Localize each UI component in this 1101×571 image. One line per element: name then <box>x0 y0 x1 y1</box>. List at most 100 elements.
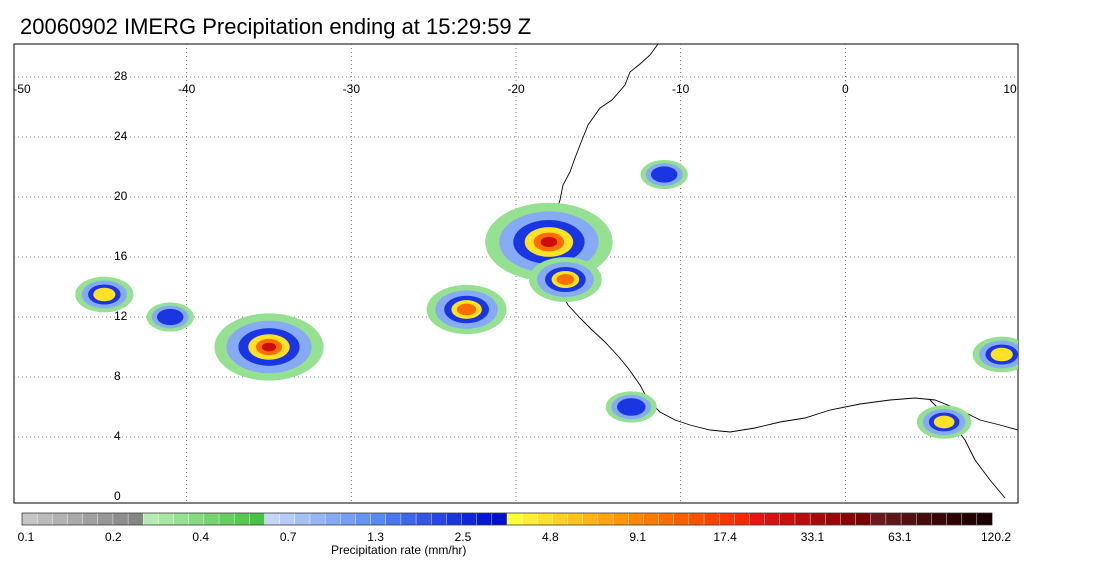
latitude-label: 28 <box>114 69 128 83</box>
precipitation-cell <box>214 313 324 381</box>
colorbar-title: Precipitation rate (mm/hr) <box>331 543 467 557</box>
colorbar-swatch <box>21 512 38 526</box>
precipitation-cell <box>640 159 688 190</box>
colorbar-swatch <box>324 512 341 526</box>
rain-contour <box>93 287 116 302</box>
colorbar-tick-label: 120.2 <box>980 530 1012 544</box>
colorbar-swatch <box>764 512 781 526</box>
colorbar-swatch <box>400 512 417 526</box>
colorbar-swatch <box>446 512 463 526</box>
colorbar-swatch <box>688 512 705 526</box>
colorbar-swatch <box>673 512 690 526</box>
precipitation-cell <box>916 405 972 439</box>
colorbar-swatch <box>703 512 720 526</box>
colorbar-swatch <box>809 512 826 526</box>
precipitation-cell <box>146 302 194 332</box>
colorbar-swatch <box>855 512 872 526</box>
colorbar-swatch <box>612 512 629 526</box>
colorbar-swatch <box>643 512 660 526</box>
colorbar-swatch <box>506 512 523 526</box>
africa-coastline <box>544 44 1018 433</box>
colorbar-swatch <box>158 512 175 526</box>
latitude-label: 20 <box>114 189 128 203</box>
colorbar-swatch <box>825 512 841 526</box>
colorbar-swatch <box>582 512 599 526</box>
latitude-label: 24 <box>114 129 128 143</box>
colorbar-tick-label: 17.4 <box>713 530 737 544</box>
precipitation-cell <box>426 284 507 335</box>
latitude-label: 12 <box>114 309 128 323</box>
colorbar-swatch <box>264 512 281 526</box>
colorbar-swatch <box>885 512 902 526</box>
colorbar-swatch <box>294 512 311 526</box>
colorbar-swatch <box>415 512 432 526</box>
colorbar-tick-label: 2.5 <box>454 530 472 544</box>
colorbar-tick-label: 1.3 <box>367 530 384 544</box>
colorbar-swatch <box>203 512 220 526</box>
colorbar-swatch <box>67 512 84 526</box>
rain-contour <box>261 342 277 352</box>
colorbar-swatch <box>279 512 296 526</box>
colorbar-swatch <box>946 512 963 526</box>
colorbar-outline <box>21 512 993 526</box>
longitude-label: -20 <box>507 82 525 96</box>
rain-contour <box>616 398 646 416</box>
colorbar-swatch <box>431 512 447 526</box>
colorbar-swatch <box>340 512 356 526</box>
colorbar-swatch <box>900 512 917 526</box>
precipitation-cell <box>529 257 602 302</box>
precipitation-cell <box>75 276 134 313</box>
colorbar-swatch <box>36 512 53 526</box>
colorbar-swatch <box>537 512 553 526</box>
colorbar-swatch <box>931 512 948 526</box>
colorbar-swatch <box>249 512 266 526</box>
rain-contour <box>540 236 558 248</box>
colorbar-tick-label: 33.1 <box>800 530 825 544</box>
colorbar-tick-label: 0.4 <box>192 530 210 544</box>
colorbar-tick-label: 0.7 <box>279 530 297 544</box>
colorbar-swatch <box>218 512 235 526</box>
latitude-label: 16 <box>114 249 128 263</box>
longitude-label: 0 <box>841 82 849 96</box>
colorbar <box>21 512 993 526</box>
colorbar-swatch <box>749 512 766 526</box>
latitude-label: 4 <box>114 429 121 443</box>
colorbar-tick-label: 9.1 <box>629 530 647 544</box>
colorbar-swatch <box>52 512 68 526</box>
colorbar-swatch <box>127 512 144 526</box>
longitude-label: -40 <box>177 82 196 96</box>
colorbar-swatch <box>916 512 932 526</box>
colorbar-swatch <box>567 512 584 526</box>
latitude-label: 0 <box>114 489 121 503</box>
colorbar-swatch <box>552 512 569 526</box>
longitude-label: 10 <box>1003 82 1017 96</box>
colorbar-swatch <box>355 512 372 526</box>
latitude-label: 8 <box>114 369 121 383</box>
colorbar-swatch <box>461 512 478 526</box>
colorbar-swatch <box>718 512 735 526</box>
colorbar-swatch <box>521 512 538 526</box>
colorbar-swatch <box>794 512 811 526</box>
colorbar-swatch <box>233 512 250 526</box>
colorbar-swatch <box>961 512 978 526</box>
colorbar-swatch <box>173 512 190 526</box>
precipitation-cell <box>972 336 1018 373</box>
colorbar-swatch <box>385 512 402 526</box>
rain-contour <box>556 274 575 285</box>
colorbar-swatch <box>188 512 205 526</box>
colorbar-swatch <box>112 512 129 526</box>
colorbar-swatch <box>491 512 508 526</box>
colorbar-swatch <box>840 512 857 526</box>
colorbar-swatch <box>597 512 614 526</box>
colorbar-swatch <box>628 512 644 526</box>
colorbar-tick-label: 63.1 <box>888 530 912 544</box>
colorbar-swatch <box>870 512 887 526</box>
longitude-label: -10 <box>671 82 690 96</box>
colorbar-swatch <box>779 512 796 526</box>
grid-lines <box>14 44 1018 503</box>
rain-contour <box>156 308 184 326</box>
colorbar-tick-label: 4.8 <box>541 530 559 544</box>
colorbar-swatch <box>97 512 114 526</box>
colorbar-swatch <box>143 512 159 526</box>
